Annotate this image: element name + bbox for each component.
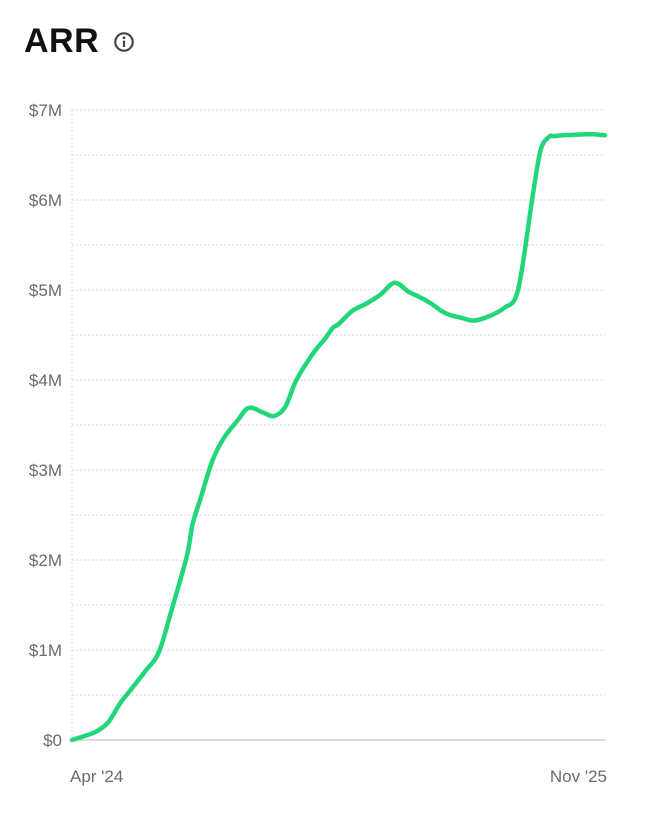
y-tick-label: $4M [29,371,62,390]
x-axis-ticks: Apr '24 Nov '25 [70,767,607,786]
y-tick-label: $7M [29,101,62,120]
y-tick-label: $5M [29,281,62,300]
x-tick-label: Nov '25 [550,767,607,786]
chart-title: ARR [24,22,100,60]
info-icon[interactable] [113,31,135,53]
series-line-arr[interactable] [69,131,608,743]
chart-header: ARR [24,22,135,61]
y-tick-label: $6M [29,191,62,210]
y-tick-label: $2M [29,551,62,570]
y-tick-label: $3M [29,461,62,480]
y-tick-label: $0 [43,731,62,750]
gridlines [71,109,605,740]
y-axis-ticks: $0 $1M $2M $3M $4M $5M $6M $7M [29,101,62,750]
x-tick-label: Apr '24 [70,767,123,786]
y-tick-label: $1M [29,641,62,660]
